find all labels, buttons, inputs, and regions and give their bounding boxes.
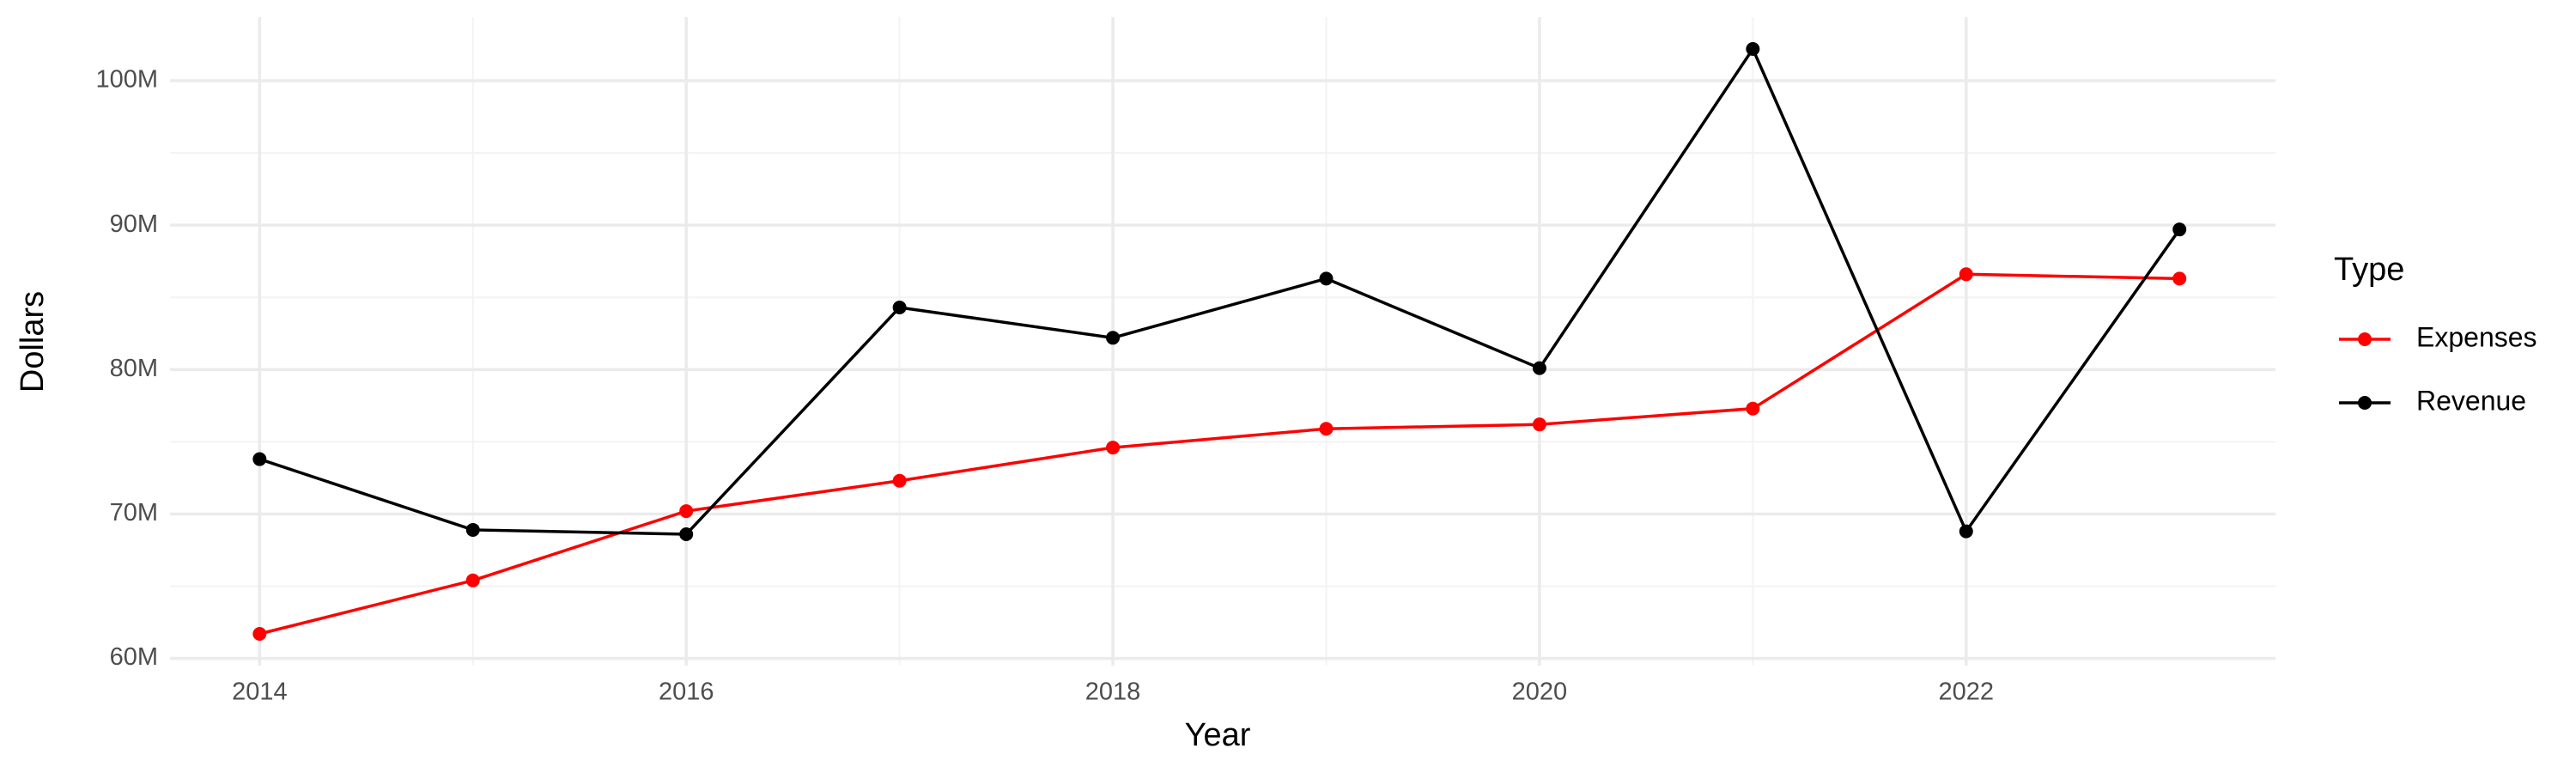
x-tick-label: 2022 [1939, 679, 1995, 706]
x-axis-title: Year [1185, 717, 1251, 753]
y-tick-label: 80M [110, 355, 158, 382]
data-point [1319, 422, 1334, 436]
legend-key-point [2358, 396, 2372, 410]
data-point [1746, 41, 1760, 56]
data-point [1319, 271, 1334, 286]
data-point [1959, 524, 1973, 539]
legend-key-point [2358, 332, 2372, 346]
x-tick-label: 2016 [659, 679, 714, 706]
legend-label: Revenue [2416, 385, 2526, 416]
data-point [1532, 361, 1546, 375]
data-point [252, 452, 267, 466]
data-point [1746, 401, 1760, 416]
y-tick-label: 60M [110, 643, 158, 671]
data-point [892, 300, 907, 314]
x-tick-label: 2020 [1512, 679, 1568, 706]
data-point [2172, 222, 2187, 237]
x-tick-label: 2014 [232, 679, 288, 706]
series-line [258, 46, 2181, 536]
x-tick-label: 2018 [1085, 679, 1141, 706]
y-axis-title: Dollars [15, 291, 51, 393]
data-point [465, 522, 480, 537]
data-point [1532, 417, 1546, 432]
legend-label: Expenses [2416, 321, 2537, 352]
y-tick-label: 100M [95, 66, 158, 94]
legend-title: Type [2334, 252, 2404, 288]
series-line [258, 272, 2180, 636]
data-point [679, 504, 694, 519]
data-point [679, 526, 694, 541]
data-point [2172, 271, 2187, 286]
y-tick-label: 90M [110, 210, 158, 238]
data-point [892, 473, 907, 488]
data-point [1106, 441, 1121, 455]
data-point [465, 573, 480, 587]
data-point [252, 627, 267, 642]
y-tick-label: 70M [110, 499, 158, 526]
data-point [1106, 331, 1121, 345]
data-point [1959, 267, 1973, 282]
